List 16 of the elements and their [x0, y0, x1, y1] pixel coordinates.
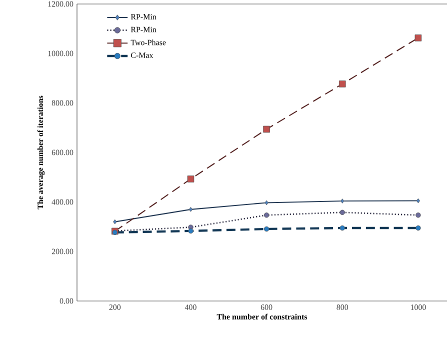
point: [263, 126, 270, 133]
point: [187, 176, 194, 182]
point: [340, 198, 344, 204]
point: [188, 228, 194, 234]
point: [264, 200, 268, 206]
point: [416, 198, 420, 204]
point: [340, 210, 345, 215]
point: [264, 226, 270, 232]
point: [338, 80, 346, 88]
point: [188, 207, 193, 212]
point: [416, 225, 421, 231]
point: [340, 225, 345, 231]
point: [414, 34, 422, 42]
point: [264, 212, 270, 218]
point: [416, 212, 421, 218]
point: [113, 219, 117, 224]
